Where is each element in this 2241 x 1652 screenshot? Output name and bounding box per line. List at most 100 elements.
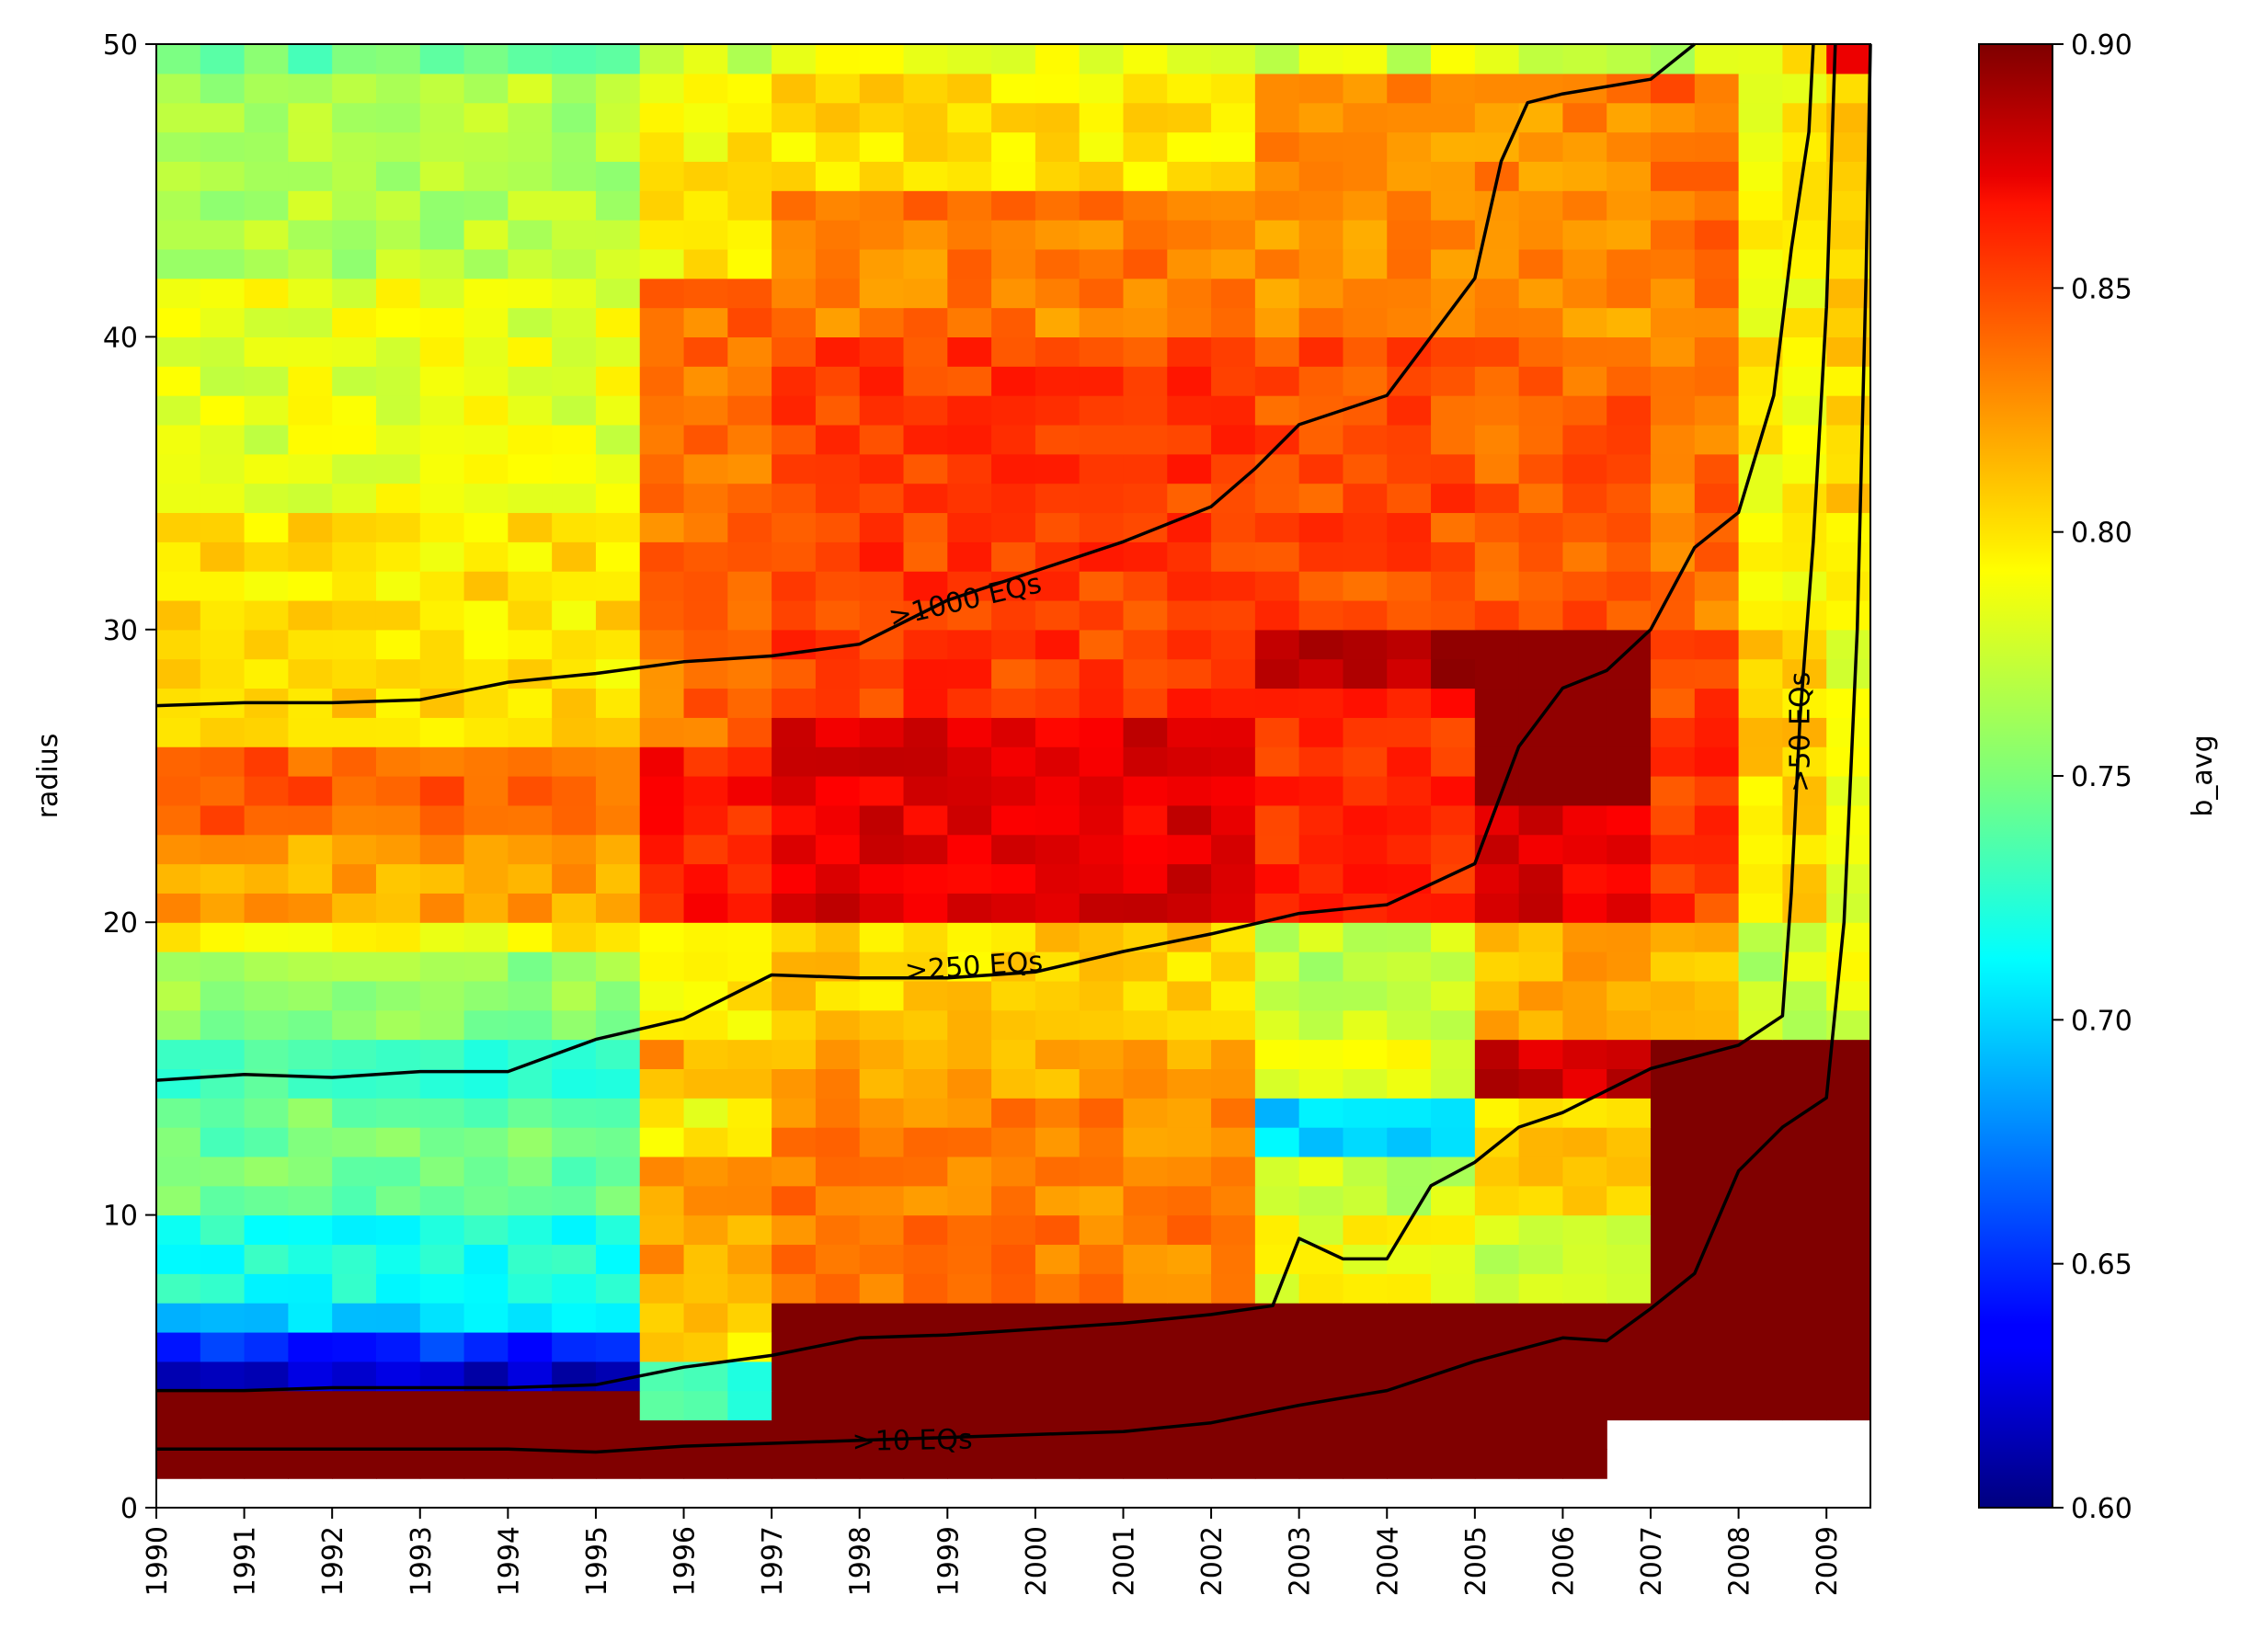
heatmap-cell (1079, 278, 1125, 309)
heatmap-cell (463, 863, 509, 894)
heatmap-cell (1211, 541, 1256, 572)
heatmap-cell (1298, 1098, 1344, 1128)
heatmap-cell (552, 951, 597, 982)
heatmap-cell (1254, 248, 1300, 279)
heatmap-cell (156, 1361, 201, 1392)
heatmap-cell (1518, 1273, 1564, 1304)
heatmap-cell (1123, 190, 1168, 221)
heatmap-cell (639, 190, 685, 221)
heatmap-cell (1474, 629, 1520, 660)
heatmap-cell (1035, 1039, 1080, 1069)
heatmap-cell (1826, 951, 1871, 982)
heatmap-cell (991, 424, 1036, 455)
heatmap-cell (288, 1214, 333, 1246)
heatmap-cell (639, 1244, 685, 1274)
heatmap-cell (1606, 599, 1652, 631)
heatmap-cell (375, 804, 421, 836)
heatmap-cell (727, 131, 772, 162)
heatmap-cell (1079, 1390, 1125, 1421)
heatmap-cell (1474, 307, 1520, 337)
heatmap-cell (508, 512, 553, 542)
heatmap-cell (288, 453, 333, 484)
heatmap-cell (332, 220, 377, 250)
heatmap-cell (288, 161, 333, 191)
heatmap-cell (595, 571, 641, 601)
heatmap-cell (200, 1185, 246, 1216)
heatmap-cell (1738, 453, 1784, 484)
heatmap-cell (244, 1098, 289, 1128)
heatmap-cell (156, 1156, 201, 1187)
heatmap-cell (1431, 599, 1476, 631)
heatmap-cell (332, 248, 377, 279)
heatmap-cell (1298, 453, 1344, 484)
heatmap-cell (815, 366, 861, 396)
heatmap-cell (1343, 1214, 1388, 1246)
heatmap-cell (727, 44, 772, 74)
heatmap-cell (463, 307, 509, 337)
heatmap-cell (1474, 278, 1520, 309)
heatmap-cell (1782, 1068, 1827, 1099)
heatmap-cell (947, 717, 992, 747)
heatmap-cell (1651, 395, 1696, 426)
heatmap-cell (552, 161, 597, 191)
heatmap-cell (1254, 1185, 1300, 1216)
heatmap-cell (332, 131, 377, 162)
heatmap-cell (288, 571, 333, 601)
heatmap-cell (156, 571, 201, 601)
heatmap-cell (463, 951, 509, 982)
heatmap-cell (1562, 776, 1607, 806)
heatmap-cell (244, 483, 289, 514)
heatmap-cell (1298, 599, 1344, 631)
heatmap-cell (288, 366, 333, 396)
heatmap-cell (1387, 1419, 1432, 1450)
heatmap-cell (200, 131, 246, 162)
heatmap-cell (815, 1127, 861, 1157)
heatmap-cell (639, 1185, 685, 1216)
heatmap-cell (859, 307, 905, 337)
heatmap-cell (772, 1214, 817, 1246)
heatmap-cell (419, 424, 465, 455)
heatmap-cell (1167, 776, 1212, 806)
heatmap-cell (1298, 834, 1344, 865)
heatmap-cell (288, 1039, 333, 1069)
heatmap-cell (1694, 307, 1740, 337)
heatmap-cell (1123, 1331, 1168, 1362)
heatmap-cell (244, 804, 289, 836)
heatmap-cell (1211, 951, 1256, 982)
heatmap-cell (1518, 922, 1564, 952)
heatmap-cell (375, 599, 421, 631)
heatmap-cell (156, 834, 201, 865)
heatmap-cell (947, 834, 992, 865)
heatmap-cell (419, 1303, 465, 1333)
heatmap-cell (1651, 834, 1696, 865)
heatmap-cell (1474, 1361, 1520, 1392)
heatmap-cell (1387, 512, 1432, 542)
colorbar-tick-label: 0.60 (2071, 1493, 2132, 1525)
heatmap-cell (1123, 658, 1168, 689)
heatmap-cell (200, 571, 246, 601)
heatmap-cell (1651, 512, 1696, 542)
heatmap-cell (288, 1156, 333, 1187)
heatmap-cell (463, 102, 509, 133)
heatmap-cell (552, 1390, 597, 1421)
heatmap-cell (991, 220, 1036, 250)
heatmap-cell (815, 1449, 861, 1479)
heatmap-cell (1474, 1039, 1520, 1069)
heatmap-cell (683, 776, 728, 806)
heatmap-cell (1562, 512, 1607, 542)
heatmap-cell (463, 73, 509, 104)
heatmap-cell (991, 922, 1036, 952)
heatmap-cell (200, 424, 246, 455)
heatmap-cell (1298, 307, 1344, 337)
heatmap-cell (1298, 278, 1344, 309)
heatmap-cell (595, 717, 641, 747)
heatmap-cell (1079, 512, 1125, 542)
heatmap-cell (1123, 717, 1168, 747)
heatmap-cell (947, 395, 992, 426)
heatmap-cell (1738, 190, 1784, 221)
heatmap-cell (1211, 1127, 1256, 1157)
heatmap-cell (1035, 893, 1080, 923)
heatmap-cell (1694, 1009, 1740, 1041)
heatmap-cell (1254, 220, 1300, 250)
heatmap-cell (244, 102, 289, 133)
